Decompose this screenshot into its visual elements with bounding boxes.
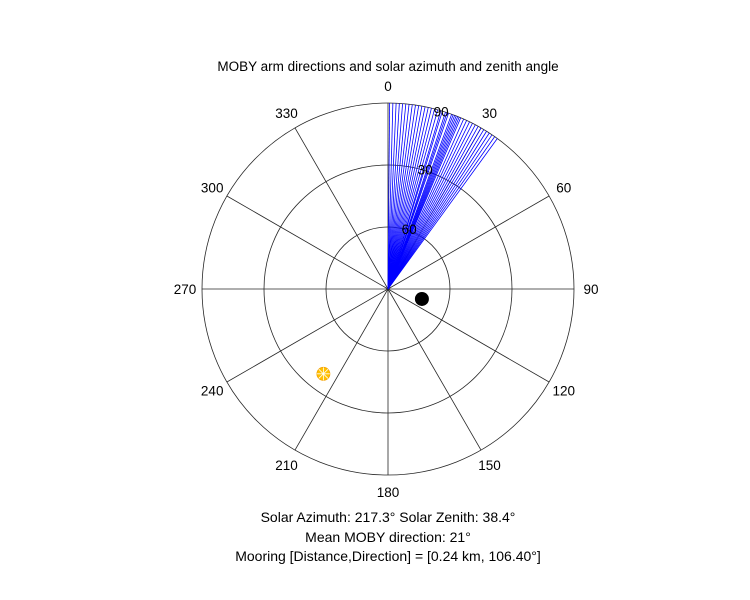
moby-arm-direction-line [387,106,423,290]
mooring-text: Mooring [Distance,Direction] = [0.24 km,… [235,548,541,564]
chart-title: MOBY arm directions and solar azimuth an… [217,59,558,74]
moby-arm-direction-line [387,105,420,290]
angle-tick-label: 0 [384,79,392,94]
moby-arm-direction-line [387,120,467,290]
moby-direction-text: Mean MOBY direction: 21° [305,529,471,545]
moby-arm-direction-line [387,104,410,290]
moby-arm-direction-line [387,103,397,290]
radial-tick-label: 90 [434,104,449,119]
moby-arm-direction-line [387,104,413,290]
moby-arm-direction-line [387,109,439,290]
grid-spoke [387,288,550,383]
grid-spoke [387,288,482,451]
moby-arm-direction-line [387,123,473,290]
angle-tick-label: 180 [377,485,400,500]
polar-grid [201,102,575,476]
mooring-position-marker [414,291,429,306]
moby-arm-direction-line [387,104,416,290]
angle-tick-label: 240 [201,384,224,399]
moby-arm-direction-line [387,121,470,290]
moby-arm-direction-line [387,108,435,290]
moby-arm-direction-line [387,131,487,290]
moby-arm-direction-line [387,124,476,290]
moby-arm-direction-line [387,113,449,290]
moby-arm-direction-line [387,106,426,290]
moby-arm-direction-line [387,103,407,290]
angle-tick-label: 300 [201,181,224,196]
grid-spoke [387,195,550,290]
angle-tick-label: 120 [553,384,576,399]
angle-tick-label: 30 [482,106,497,121]
grid-spoke [226,195,389,290]
moby-arm-direction-line [387,118,465,290]
sun-marker-ray [318,368,329,379]
moby-arm-direction-line [387,127,482,290]
sun-position-marker [316,366,331,381]
grid-spoke [226,288,389,383]
moby-arm-direction-line [387,111,443,290]
grid-spoke [294,127,389,290]
moby-arm-direction-line [387,103,400,290]
moby-arm-direction-line [387,138,498,290]
grid-spoke [294,288,389,451]
moby-arm-direction-line [387,117,462,290]
moby-arm-direction-line [387,107,429,290]
angle-tick-label: 90 [583,282,598,297]
moby-arm-direction-line [387,134,493,290]
moby-arm-direction-line [387,103,403,290]
angle-tick-label: 150 [478,458,501,473]
angle-tick-label: 210 [275,458,298,473]
radial-tick-label: 30 [418,162,433,177]
moby-arm-direction-line [387,103,394,290]
moby-arm-direction-line [387,103,391,290]
angle-tick-label: 270 [174,282,197,297]
moby-arm-direction-line [387,136,496,290]
moby-arm-direction-line [387,126,479,290]
data-layer [316,103,498,381]
angle-tick-label: 60 [556,181,571,196]
radial-tick-label: 60 [402,222,417,237]
moby-arm-direction-line [387,108,432,290]
tick-labels: 0 30 60 90 120 150 180 210 240 270 300 330 90 60 30 [174,79,599,500]
moby-arm-direction-line [387,129,485,290]
solar-angles-text: Solar Azimuth: 217.3° Solar Zenith: 38.4… [260,509,516,525]
moby-arm-direction-line [387,132,490,290]
angle-tick-label: 330 [275,106,298,121]
